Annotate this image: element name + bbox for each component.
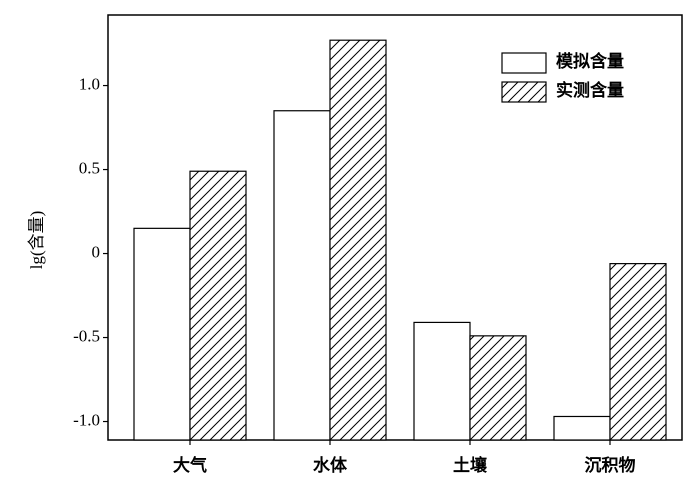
bar bbox=[189, 170, 247, 441]
y-tick-label: 0 bbox=[92, 242, 101, 261]
y-tick-label: 1.0 bbox=[79, 74, 100, 93]
bar bbox=[133, 227, 191, 441]
y-tick-label: -1.0 bbox=[73, 410, 100, 429]
y-tick-label: -0.5 bbox=[73, 326, 100, 345]
plot-frame bbox=[107, 14, 683, 441]
bar bbox=[329, 39, 387, 441]
x-tick-label: 大气 bbox=[173, 455, 207, 475]
bar bbox=[609, 263, 667, 441]
x-tick-label: 土壤 bbox=[453, 455, 488, 475]
bar bbox=[273, 110, 331, 441]
x-tick-label: 水体 bbox=[313, 455, 348, 475]
legend-swatch bbox=[501, 81, 547, 103]
bar bbox=[469, 335, 527, 441]
y-tick-label: 0.5 bbox=[79, 158, 100, 177]
legend-swatch bbox=[501, 52, 547, 74]
legend-label: 模拟含量 bbox=[556, 51, 624, 71]
legend-label: 实测含量 bbox=[556, 80, 624, 100]
x-tick-label: 沉积物 bbox=[585, 455, 636, 475]
bar bbox=[553, 415, 611, 441]
y-axis-label: lg(含量) bbox=[27, 211, 46, 270]
bar bbox=[413, 321, 471, 441]
